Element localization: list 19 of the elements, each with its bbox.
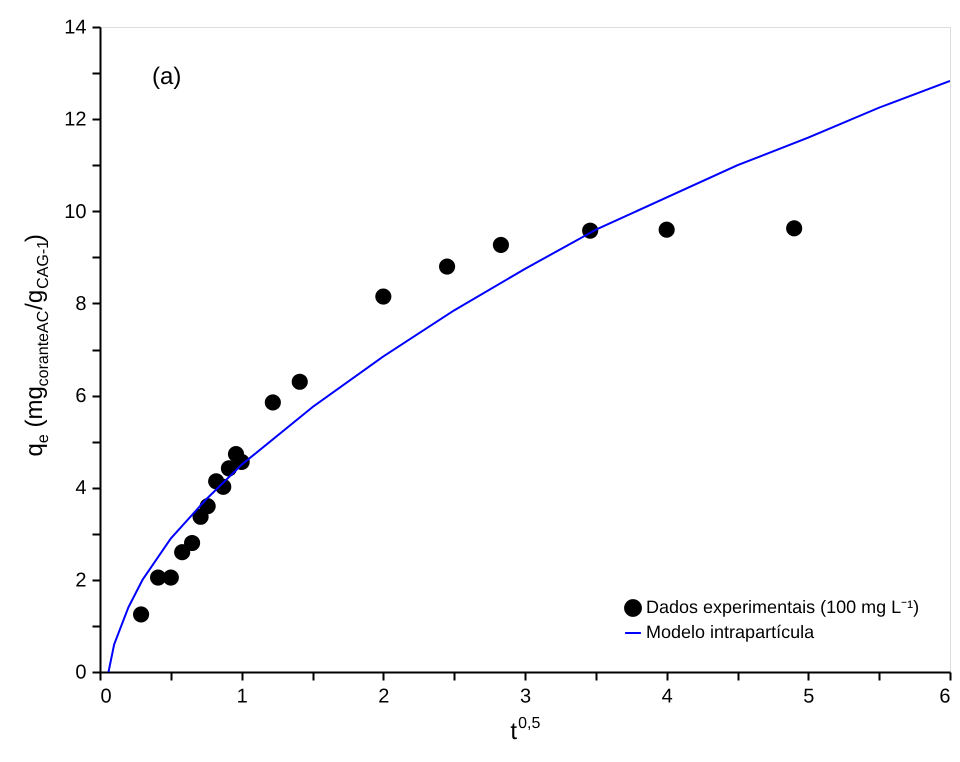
y-tick-label: 8 [75, 292, 86, 315]
y-tick-label: 12 [64, 108, 86, 131]
y-tick-label: 6 [75, 385, 86, 408]
y-tick-label: 14 [64, 16, 86, 38]
y-tick-label: 2 [75, 569, 86, 592]
legend-label: Dados experimentais (100 mg L⁻¹) [646, 597, 920, 617]
y-tick-label: 4 [75, 477, 86, 500]
y-tick-label: 0 [75, 662, 86, 684]
x-tick-label: 2 [378, 686, 390, 708]
y-tick-label: 10 [64, 200, 86, 223]
y-axis-title: qe (mgcoranteAC/gCAG-1) [21, 234, 52, 456]
x-tick-label: 1 [236, 686, 248, 708]
x-tick-label: 3 [520, 686, 532, 708]
annotation: (a) [152, 63, 182, 90]
x-tick-label: 6 [939, 686, 950, 708]
x-tick-label: 5 [803, 686, 814, 708]
x-tick-label: 0 [100, 686, 112, 708]
legend-label: Modelo intrapartícula [646, 622, 816, 642]
x-tick-label: 4 [662, 686, 673, 708]
